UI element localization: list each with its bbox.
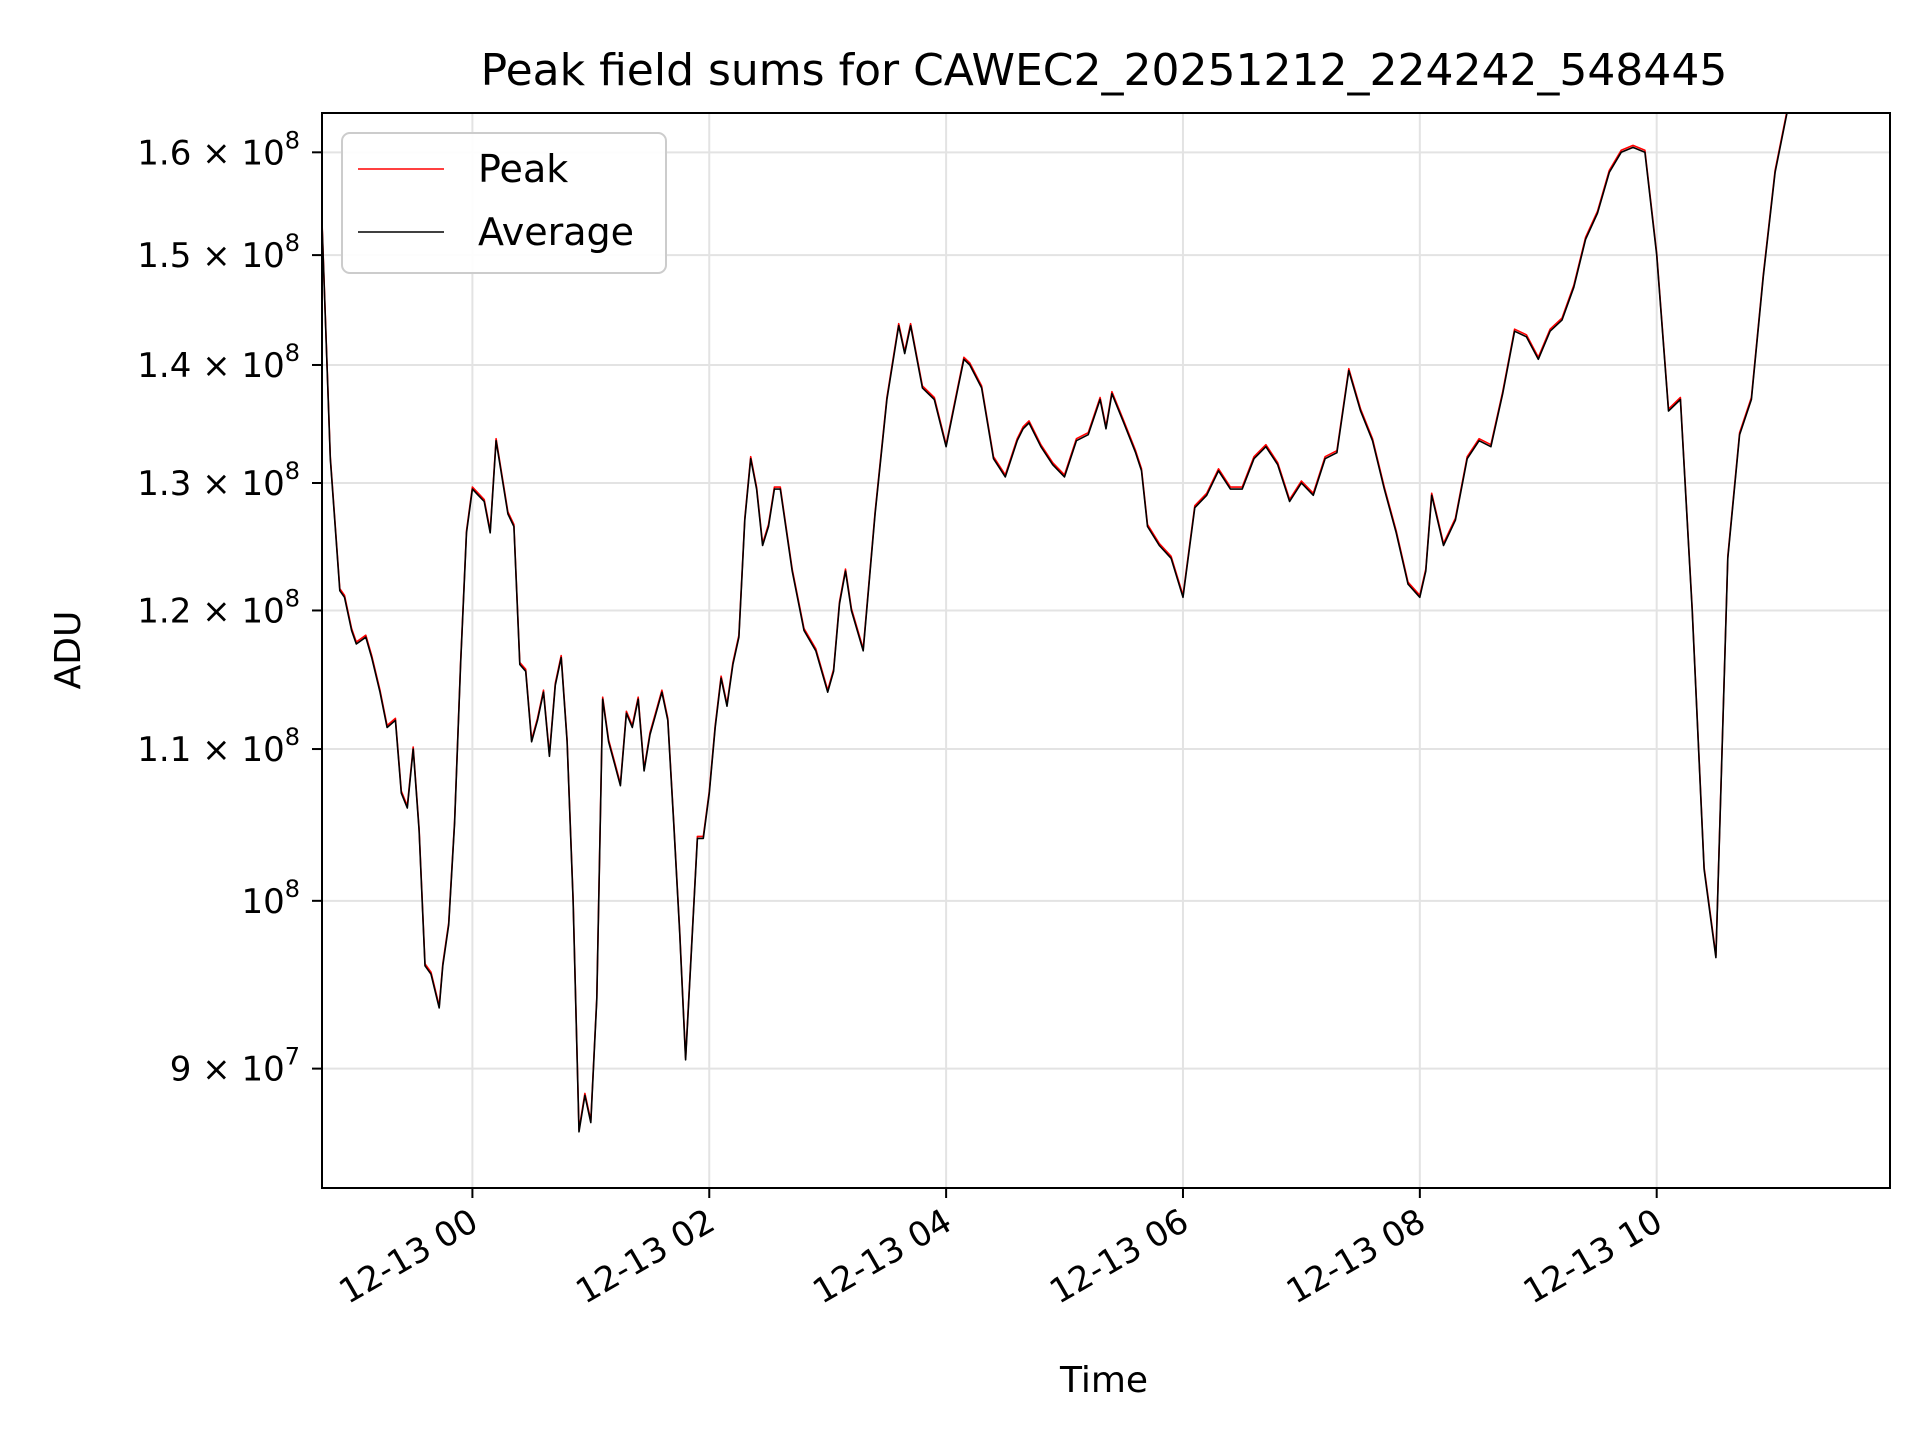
y-tick-exponent: 8	[285, 229, 300, 257]
y-tick-label: 108	[241, 875, 300, 922]
y-tick-label: 1.4 × 108	[137, 339, 300, 386]
legend-label-average: Average	[478, 210, 634, 254]
chart-title: Peak field sums for CAWEC2_20251212_2242…	[481, 45, 1728, 96]
grid	[322, 113, 1890, 1188]
y-tick-exponent: 8	[285, 457, 300, 485]
y-tick-label: 1.6 × 108	[137, 126, 300, 173]
y-tick-label: 1.2 × 108	[137, 584, 300, 631]
y-tick-base: 1.6 × 10	[137, 133, 284, 173]
y-tick-label: 1.5 × 108	[137, 229, 300, 276]
y-tick-base: 10	[241, 882, 284, 922]
y-tick-base: 1.5 × 10	[137, 236, 284, 276]
y-tick-exponent: 7	[285, 1043, 300, 1071]
y-tick-label: 1.1 × 108	[137, 723, 300, 770]
y-axis-label: ADU	[48, 611, 89, 690]
y-tick-exponent: 8	[285, 126, 300, 154]
y-tick-base: 1.1 × 10	[137, 730, 284, 770]
y-tick-exponent: 8	[285, 875, 300, 903]
y-tick-label: 9 × 107	[170, 1043, 300, 1090]
y-tick-base: 1.4 × 10	[137, 346, 284, 386]
legend-box	[341, 132, 667, 274]
x-axis-label: Time	[1059, 1360, 1148, 1401]
y-tick-exponent: 8	[285, 584, 300, 612]
series-lines	[322, 113, 1788, 1133]
y-tick-base: 1.2 × 10	[137, 591, 284, 631]
plot-area-frame	[321, 112, 1891, 1189]
y-tick-label: 1.3 × 108	[137, 457, 300, 504]
y-tick-exponent: 8	[285, 339, 300, 367]
y-tick-base: 9 × 10	[170, 1050, 285, 1090]
y-tick-exponent: 8	[285, 723, 300, 751]
legend: Peak Average	[341, 132, 667, 274]
series-line-average	[322, 113, 1788, 1133]
y-tick-base: 1.3 × 10	[137, 464, 284, 504]
legend-label-peak: Peak	[478, 147, 568, 191]
